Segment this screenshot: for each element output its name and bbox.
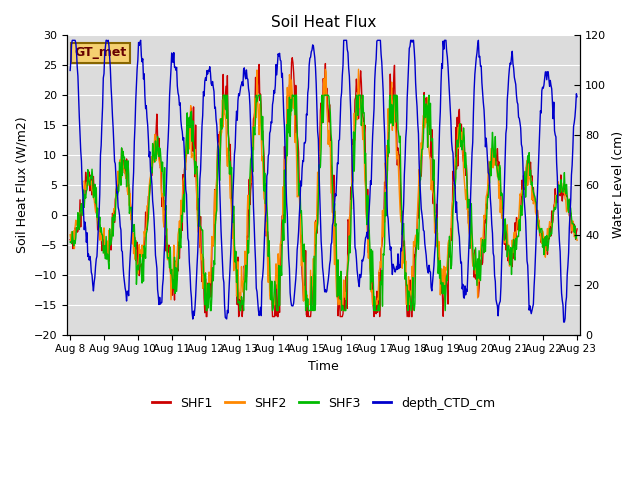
Y-axis label: Soil Heat Flux (W/m2): Soil Heat Flux (W/m2): [15, 117, 28, 253]
X-axis label: Time: Time: [308, 360, 339, 373]
Y-axis label: Water Level (cm): Water Level (cm): [612, 132, 625, 239]
Title: Soil Heat Flux: Soil Heat Flux: [271, 15, 376, 30]
Legend: SHF1, SHF2, SHF3, depth_CTD_cm: SHF1, SHF2, SHF3, depth_CTD_cm: [147, 392, 500, 415]
Text: GT_met: GT_met: [74, 46, 127, 59]
